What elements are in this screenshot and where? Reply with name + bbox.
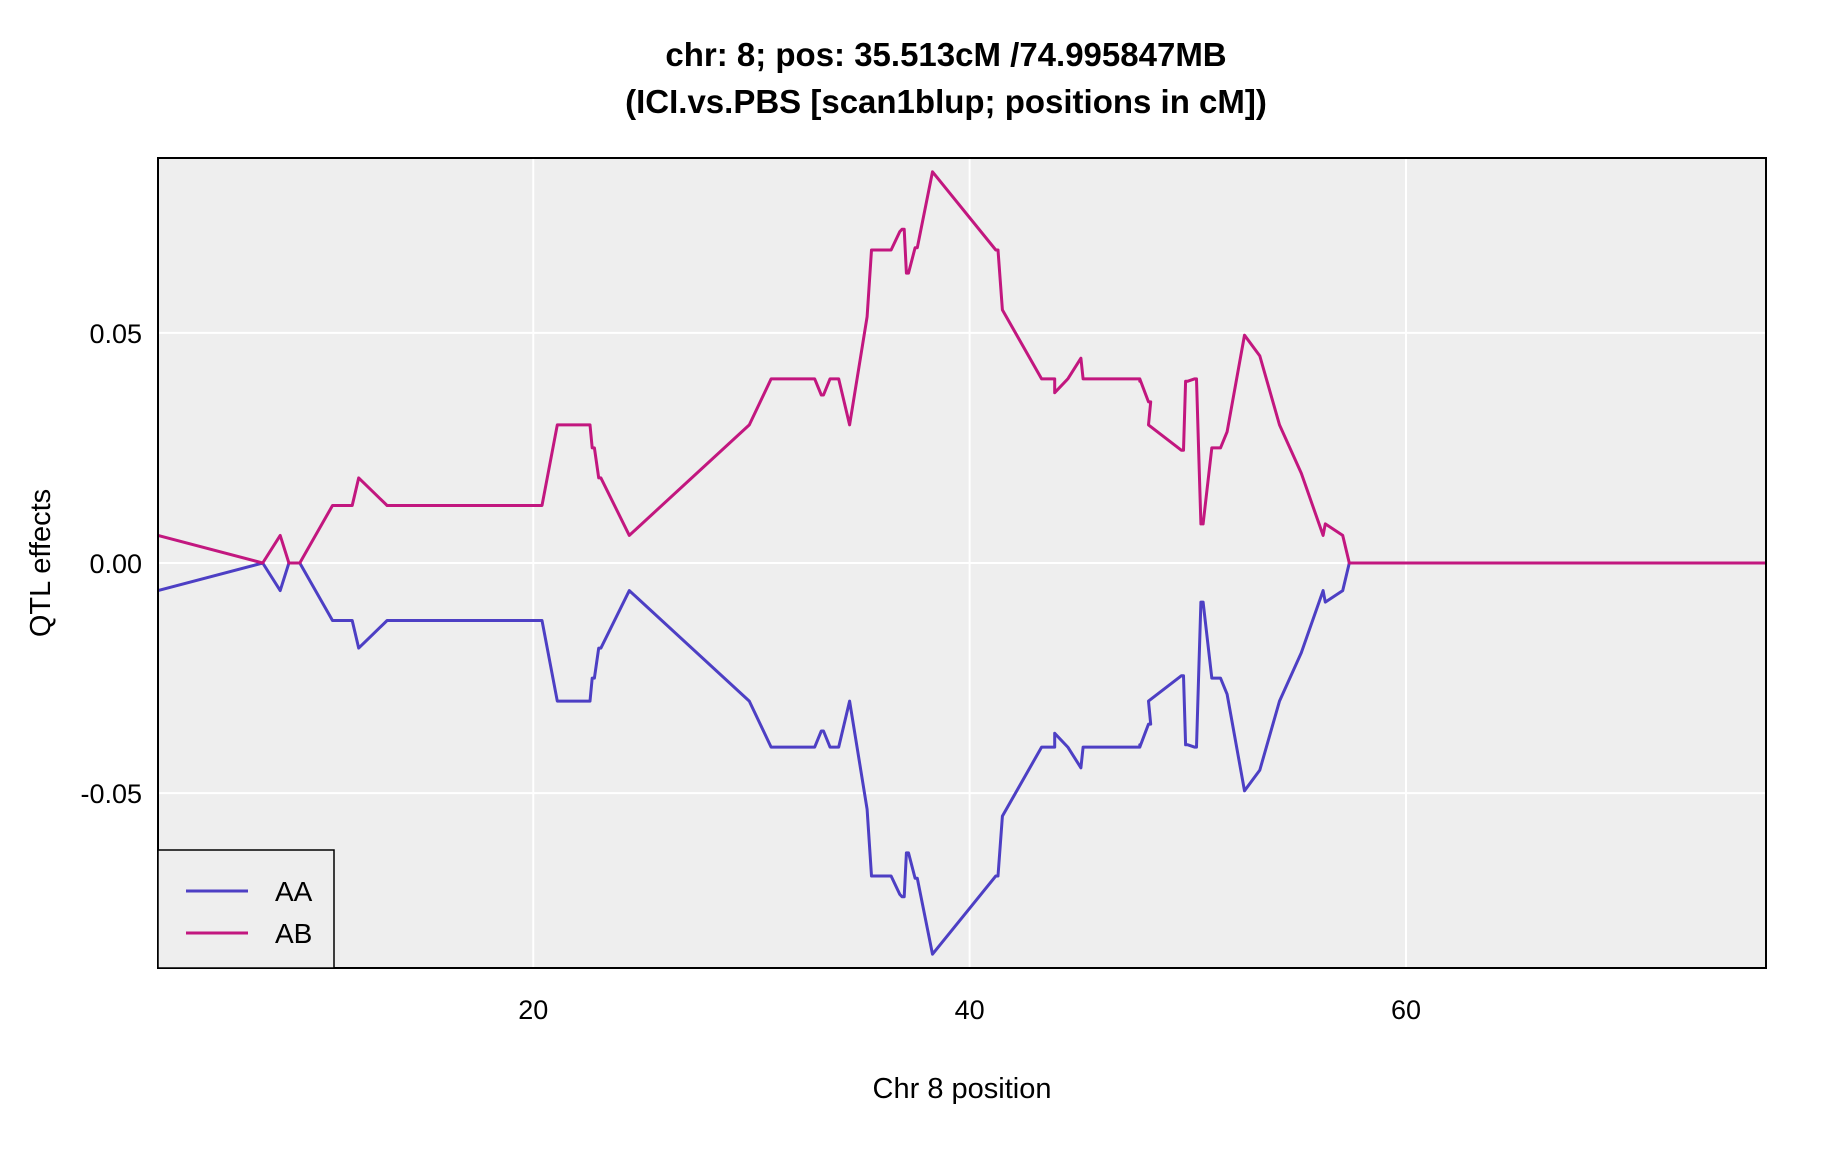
- x-axis-label: Chr 8 position: [873, 1073, 1052, 1105]
- y-tick-label: 0.05: [89, 319, 142, 349]
- legend-label-ab: AB: [275, 918, 312, 949]
- legend: AA AB: [157, 849, 335, 969]
- x-tick-label: 20: [518, 995, 548, 1025]
- chart-subtitle: (ICI.vs.PBS [scan1blup; positions in cM]…: [625, 83, 1267, 120]
- y-tick-label: -0.05: [80, 779, 142, 809]
- legend-label-aa: AA: [275, 876, 313, 907]
- x-tick-label: 60: [1391, 995, 1421, 1025]
- legend-box: [157, 849, 335, 969]
- y-tick-label: 0.00: [89, 549, 142, 579]
- chart-title: chr: 8; pos: 35.513cM /74.995847MB: [665, 36, 1226, 73]
- series-layer: [157, 170, 1766, 956]
- x-tick-label: 40: [955, 995, 985, 1025]
- y-axis-label: QTL effects: [25, 489, 57, 637]
- plot-frame: [157, 157, 1767, 969]
- x-axis: 20 40 60: [518, 995, 1421, 1025]
- series-line-aa: [157, 561, 1766, 956]
- y-axis: -0.05 0.00 0.05: [80, 319, 142, 809]
- series-line-ab: [157, 170, 1766, 565]
